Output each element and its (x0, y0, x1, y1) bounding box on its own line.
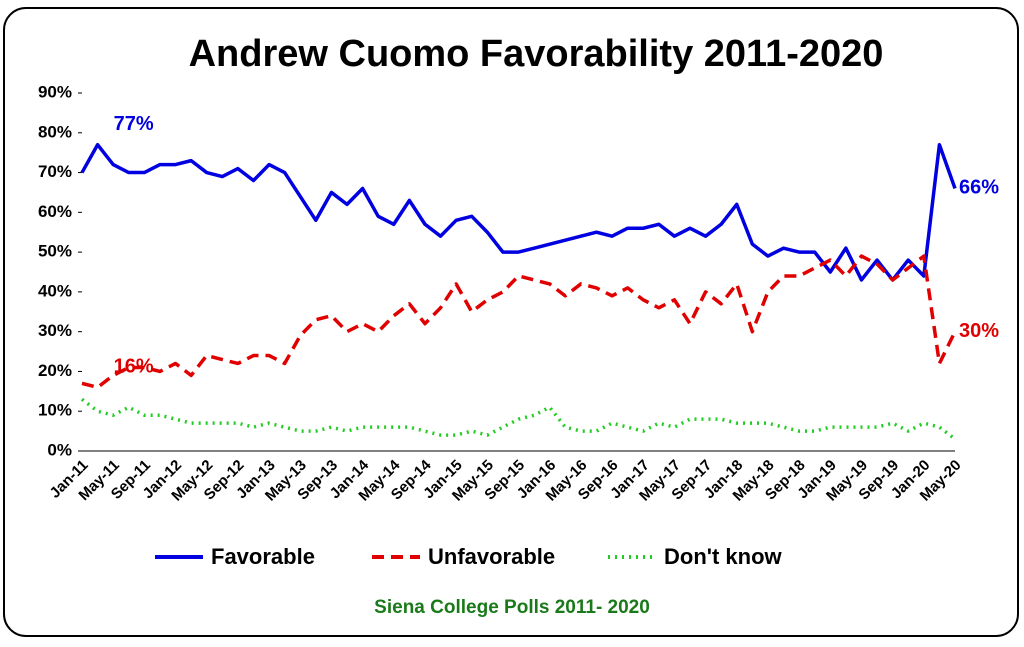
frame (3, 7, 1019, 637)
legend-label: Favorable (211, 544, 315, 569)
series-line (81, 254, 957, 390)
data-label: 66% (959, 177, 999, 199)
series-line (80, 142, 957, 282)
y-tick-label: 0% (47, 440, 72, 459)
y-tick-label: 20% (38, 361, 72, 380)
y-tick-label: 30% (38, 321, 72, 340)
data-label: 30% (959, 320, 999, 342)
y-tick-label: 10% (38, 401, 72, 420)
y-tick-label: 80% (38, 122, 72, 141)
y-tick-label: 60% (38, 202, 72, 221)
chart-title: Andrew Cuomo Favorability 2011-2020 (189, 33, 884, 75)
data-label: 16% (114, 356, 154, 378)
y-tick-label: 70% (38, 162, 72, 181)
series-line (80, 397, 957, 441)
y-tick-label: 90% (38, 82, 72, 101)
legend-label: Unfavorable (428, 544, 555, 569)
data-label: 77% (114, 113, 154, 135)
source-note: Siena College Polls 2011- 2020 (374, 597, 650, 618)
legend-label: Don't know (664, 544, 783, 569)
y-tick-label: 50% (38, 242, 72, 261)
y-tick-label: 40% (38, 281, 72, 300)
